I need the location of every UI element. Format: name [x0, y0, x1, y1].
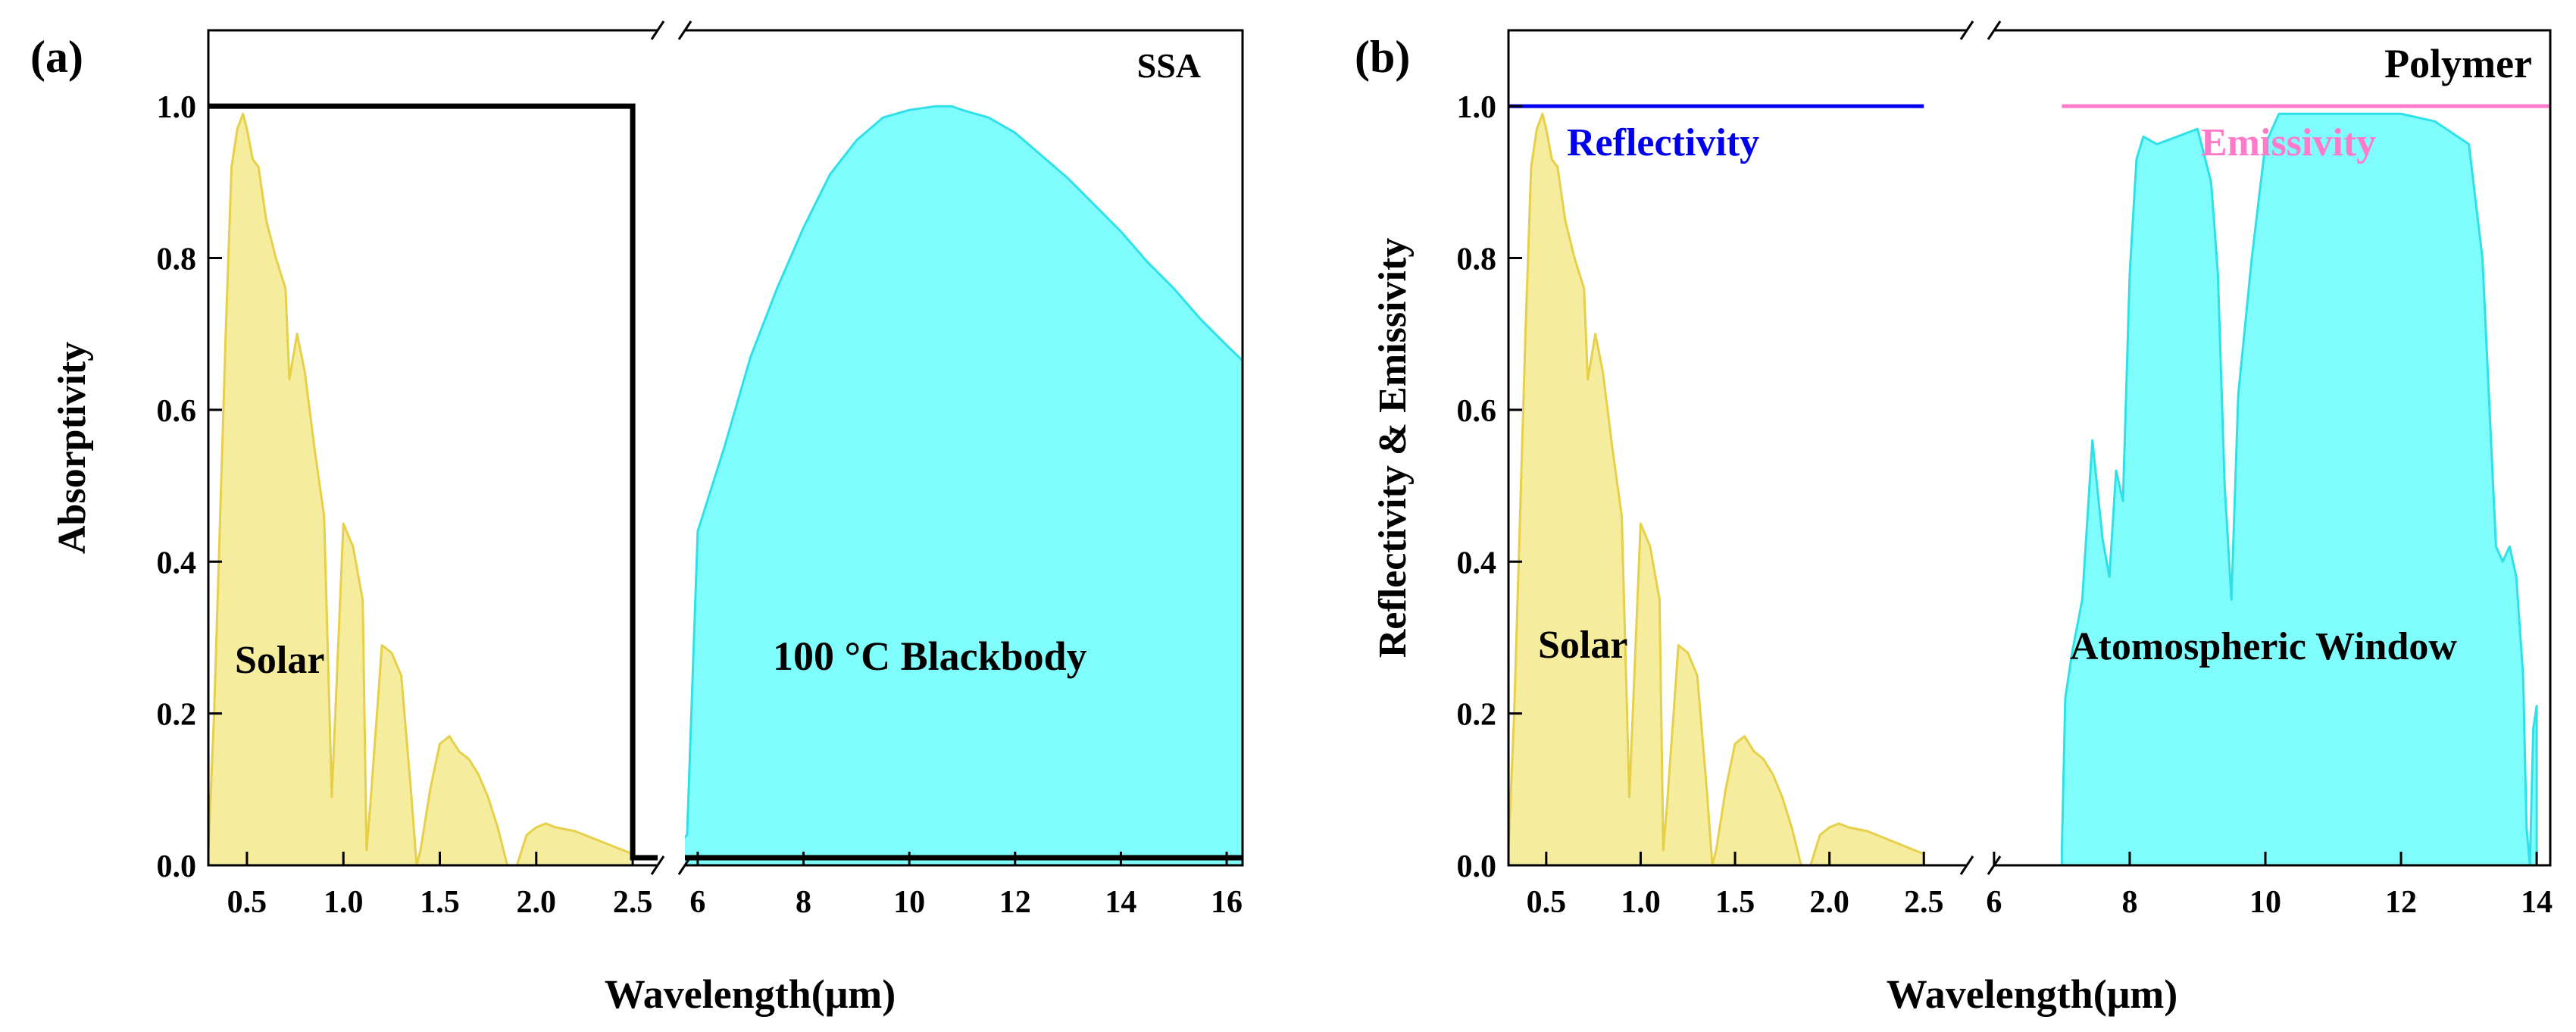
x-tick-label: 8	[2121, 885, 2137, 920]
y-tick-label: 0.0	[1457, 849, 1497, 884]
y-axis-ticks: 0.0 0.2 0.4 0.6 0.8 1.0	[157, 90, 222, 884]
y-tick-label: 0.0	[157, 849, 197, 884]
x-tick-label: 8	[796, 885, 811, 920]
x-tick-label: 10	[2249, 885, 2281, 920]
y-tick-label: 0.4	[157, 546, 197, 580]
x-tick-label: 2.0	[1809, 885, 1849, 920]
panel-label: (a)	[30, 32, 83, 82]
x-tick-label: 14	[2521, 885, 2553, 920]
solar-annotation: Solar	[1538, 624, 1627, 667]
x-tick-label: 1.0	[324, 885, 364, 920]
series-area-solar	[1507, 112, 1925, 867]
x-tick-label: 0.5	[1527, 885, 1567, 920]
y-tick-label: 0.4	[1457, 546, 1497, 580]
panel-b: 0.0 0.2 0.4 0.6 0.8 1.0 0.5 1.0 1.5 2.0 2.5 6 8 10 12…	[1355, 20, 2553, 1017]
plot-frame	[1507, 29, 2552, 867]
chart-title: Polymer	[2384, 41, 2532, 86]
series-area-100-c-blackbody	[670, 105, 1244, 867]
x-tick-label: 1.0	[1621, 885, 1661, 920]
axis-break-marks	[650, 20, 692, 875]
y-tick-label: 0.6	[1457, 394, 1497, 429]
y-axis-label: Absorptivity	[51, 342, 94, 554]
x-axis-ticks: 0.5 1.0 1.5 2.0 2.5 6 8 10 12 14	[1527, 852, 2553, 920]
solar-annotation: Solar	[235, 639, 324, 682]
window-annotation: Atomospheric Window	[2070, 625, 2457, 668]
y-tick-label: 1.0	[157, 90, 197, 125]
axis-break-gap	[1967, 23, 1994, 874]
x-tick-label: 0.5	[227, 885, 267, 920]
panel-label: (b)	[1355, 32, 1410, 82]
plot-frame	[207, 29, 1244, 867]
series-area-atomospheric-window	[2060, 112, 2538, 867]
x-tick-label: 14	[1105, 885, 1136, 920]
emissivity-label: Emissivity	[2201, 121, 2376, 164]
x-tick-label: 1.5	[1715, 885, 1755, 920]
y-tick-label: 1.0	[1457, 90, 1497, 125]
x-tick-label: 6	[1986, 885, 2002, 920]
x-tick-label: 12	[999, 885, 1031, 920]
x-axis-ticks: 0.5 1.0 1.5 2.0 2.5 6 8 10 12 14 16	[227, 852, 1243, 920]
atmospheric-window-layer	[2060, 112, 2538, 867]
absorptivity-line-layer	[208, 103, 1243, 861]
x-tick-label: 10	[893, 885, 925, 920]
axis-break-gap	[658, 23, 685, 874]
x-tick-label: 2.5	[1904, 885, 1944, 920]
solar-spectrum-layer	[207, 112, 634, 867]
y-tick-label: 0.2	[1457, 698, 1497, 733]
x-tick-label: 2.0	[517, 885, 557, 920]
x-tick-label: 1.5	[420, 885, 460, 920]
y-axis-ticks: 0.0 0.2 0.4 0.6 0.8 1.0	[1457, 90, 1522, 884]
panel-a: 0.0 0.2 0.4 0.6 0.8 1.0 0.5 1.0 1.5 2.0 2.5 6 8 10 12…	[30, 20, 1244, 1017]
solar-spectrum-layer	[1507, 112, 1925, 867]
blackbody-layer	[670, 105, 1244, 867]
series-area-solar	[207, 112, 634, 867]
reflectivity-label: Reflectivity	[1567, 121, 1759, 164]
x-tick-label: 2.5	[613, 885, 653, 920]
x-axis-label: Wavelength(μm)	[605, 971, 896, 1017]
chart-title: SSA	[1137, 46, 1201, 85]
y-tick-label: 0.2	[157, 698, 197, 733]
y-tick-label: 0.8	[157, 242, 197, 277]
y-axis-label: Reflectivity & Emissivity	[1371, 238, 1415, 658]
absorptivity-step-line	[208, 103, 1243, 861]
x-tick-label: 12	[2385, 885, 2417, 920]
x-tick-label: 6	[689, 885, 705, 920]
y-tick-label: 0.6	[157, 394, 197, 429]
x-tick-label: 16	[1211, 885, 1243, 920]
y-tick-label: 0.8	[1457, 242, 1497, 277]
x-axis-label: Wavelength(μm)	[1887, 971, 2178, 1017]
blackbody-annotation: 100 °C Blackbody	[773, 633, 1087, 679]
